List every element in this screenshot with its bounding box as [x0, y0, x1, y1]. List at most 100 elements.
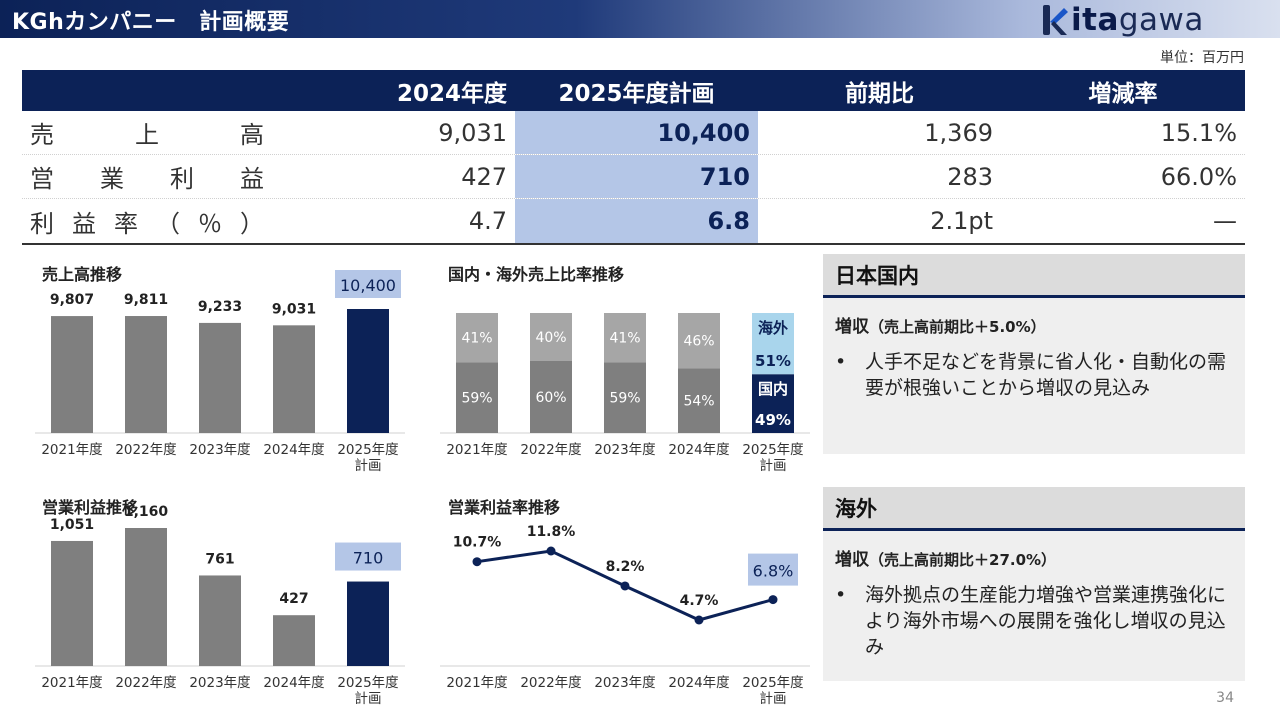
- bar-domestic: [678, 368, 720, 433]
- x-tick-label: 2021年度: [446, 675, 507, 691]
- x-tick-label: 2021年度: [446, 442, 507, 458]
- data-label: 4.7%: [680, 593, 719, 609]
- x-tick-label: 2022年度: [520, 675, 581, 691]
- data-label-domestic: 49%: [755, 411, 791, 429]
- data-label: 10.7%: [453, 535, 502, 551]
- bar: [273, 325, 315, 433]
- domestic-subtitle-detail: （売上高前期比＋5.0%）: [869, 318, 1046, 336]
- row-label-char: 上: [135, 121, 159, 149]
- data-point: [694, 615, 704, 625]
- series-line: [476, 549, 774, 622]
- row-label: 営業利益: [22, 155, 272, 198]
- x-tick-label: 2023年度: [594, 675, 655, 691]
- table-cell: 9,031: [438, 118, 507, 147]
- domestic-subtitle: 増収（売上高前期比＋5.0%）: [823, 298, 1245, 337]
- x-tick-label: 2025年度: [337, 442, 398, 458]
- row-label: 売上高: [22, 111, 272, 154]
- data-label: 10,400: [340, 276, 396, 295]
- data-label: 6.8%: [753, 562, 794, 581]
- data-label-overseas: 41%: [461, 331, 492, 347]
- x-tick-label: 2024年度: [668, 675, 729, 691]
- x-tick-label: 2021年度: [41, 442, 102, 458]
- x-tick-label: 2022年度: [115, 675, 176, 691]
- data-label: 9,807: [50, 292, 94, 308]
- data-label: 9,031: [272, 301, 316, 317]
- data-label-domestic: 59%: [461, 391, 492, 407]
- bar-overseas: [530, 313, 572, 361]
- x-tick-label: 2024年度: [263, 442, 324, 458]
- x-tick-label: 2022年度: [115, 442, 176, 458]
- table-cell: 4.7: [468, 207, 507, 235]
- highlight-label-bg: [748, 553, 798, 586]
- data-label: 761: [205, 551, 234, 567]
- bar: [199, 575, 241, 666]
- table-row: 売 上 高 9,031 10,400 1,369 15.1%: [22, 111, 1245, 155]
- x-tick-label: 2022年度: [520, 442, 581, 458]
- table-cell: 2.1pt: [930, 207, 993, 235]
- bar: [347, 309, 389, 433]
- margin-chart-title: 営業利益率推移: [448, 498, 561, 517]
- unit-label: 単位：百万円: [1160, 50, 1244, 66]
- data-label: 11.8%: [527, 524, 576, 540]
- table-cell: 1,369: [924, 118, 993, 147]
- bar: [273, 615, 315, 666]
- data-label-domestic: 59%: [609, 391, 640, 407]
- row-label-char: 営: [30, 165, 54, 193]
- row-label: 利益率 （ ％ ）: [22, 199, 272, 243]
- x-tick-label: 計画: [760, 691, 787, 707]
- data-label-domestic: 60%: [535, 390, 566, 406]
- page-title: KGhカンパニー 計画概要: [12, 10, 290, 35]
- overseas-bullet: • 海外拠点の生産能力増強や営業連携強化により海外市場への展開を強化し増収の見込…: [823, 570, 1245, 660]
- x-tick-label: 2025年度: [337, 675, 398, 691]
- x-tick-label: 2023年度: [594, 442, 655, 458]
- row-label-char: ）: [240, 209, 264, 238]
- series-label-overseas: 海外: [758, 319, 788, 337]
- table-cell: 66.0%: [1160, 162, 1237, 191]
- data-label: 9,811: [124, 292, 168, 308]
- data-label: 710: [353, 549, 384, 568]
- x-tick-label: 計画: [355, 691, 382, 707]
- row-label-char: 業: [100, 165, 124, 193]
- data-label: 1,051: [50, 517, 94, 533]
- header-bar: KGhカンパニー 計画概要 itagawa: [0, 0, 1280, 38]
- sales-chart-title: 売上高推移: [42, 265, 123, 284]
- company-logo: itagawa: [1040, 0, 1204, 40]
- data-label-overseas: 46%: [683, 334, 714, 350]
- table-row: 利益率 （ ％ ） 4.7 6.8 2.1pt —: [22, 199, 1245, 245]
- bar: [347, 581, 389, 666]
- x-tick-label: 2023年度: [189, 442, 250, 458]
- data-point: [546, 546, 556, 556]
- table-cell: 427: [461, 162, 507, 191]
- table-cell-plan: 710: [515, 155, 758, 198]
- x-tick-label: 計画: [355, 458, 382, 474]
- domestic-panel: 日本国内 増収（売上高前期比＋5.0%） • 人手不足などを背景に省人化・自動化…: [823, 254, 1245, 454]
- overseas-bullet-text: 海外拠点の生産能力増強や営業連携強化により海外市場への展開を強化し増収の見込み: [865, 584, 1227, 658]
- bullet-mark: •: [835, 584, 847, 606]
- domestic-bullet-text: 人手不足などを背景に省人化・自動化の需要が根強いことから増収の見込み: [865, 351, 1227, 399]
- data-label-overseas: 40%: [535, 330, 566, 346]
- data-label: 8.2%: [606, 559, 645, 575]
- data-label-overseas: 41%: [609, 331, 640, 347]
- row-label-char: 売: [30, 121, 54, 149]
- bar: [125, 528, 167, 666]
- profit-chart-title: 営業利益推移: [42, 498, 139, 517]
- table-header-cell: [22, 70, 272, 111]
- table-cell-plan: 6.8: [515, 199, 758, 243]
- logo-wordmark: itagawa: [1071, 2, 1204, 38]
- x-tick-label: 計画: [760, 458, 787, 474]
- summary-table: 2024年度 2025年度計画 前期比 増減率 売 上 高 9,031 10,400…: [22, 70, 1245, 245]
- x-tick-label: 2025年度: [742, 675, 803, 691]
- row-label-char: 高: [240, 121, 264, 149]
- overseas-panel: 海外 増収（売上高前期比＋27.0%） • 海外拠点の生産能力増強や営業連携強化…: [823, 487, 1245, 681]
- table-header-cell: 2025年度計画: [515, 70, 758, 111]
- bar: [51, 540, 93, 666]
- highlight-label-bg: [335, 542, 401, 571]
- table-header-row: 2024年度 2025年度計画 前期比 増減率: [22, 70, 1245, 111]
- table-row: 営 業 利 益 427 710 283 66.0%: [22, 155, 1245, 199]
- bar-overseas: [604, 313, 646, 363]
- bar-domestic: [604, 362, 646, 433]
- ratio-chart-title: 国内・海外売上比率推移: [448, 265, 625, 284]
- overseas-panel-title: 海外: [823, 487, 1245, 531]
- data-point: [472, 557, 482, 567]
- table-cell-plan: 10,400: [515, 111, 758, 154]
